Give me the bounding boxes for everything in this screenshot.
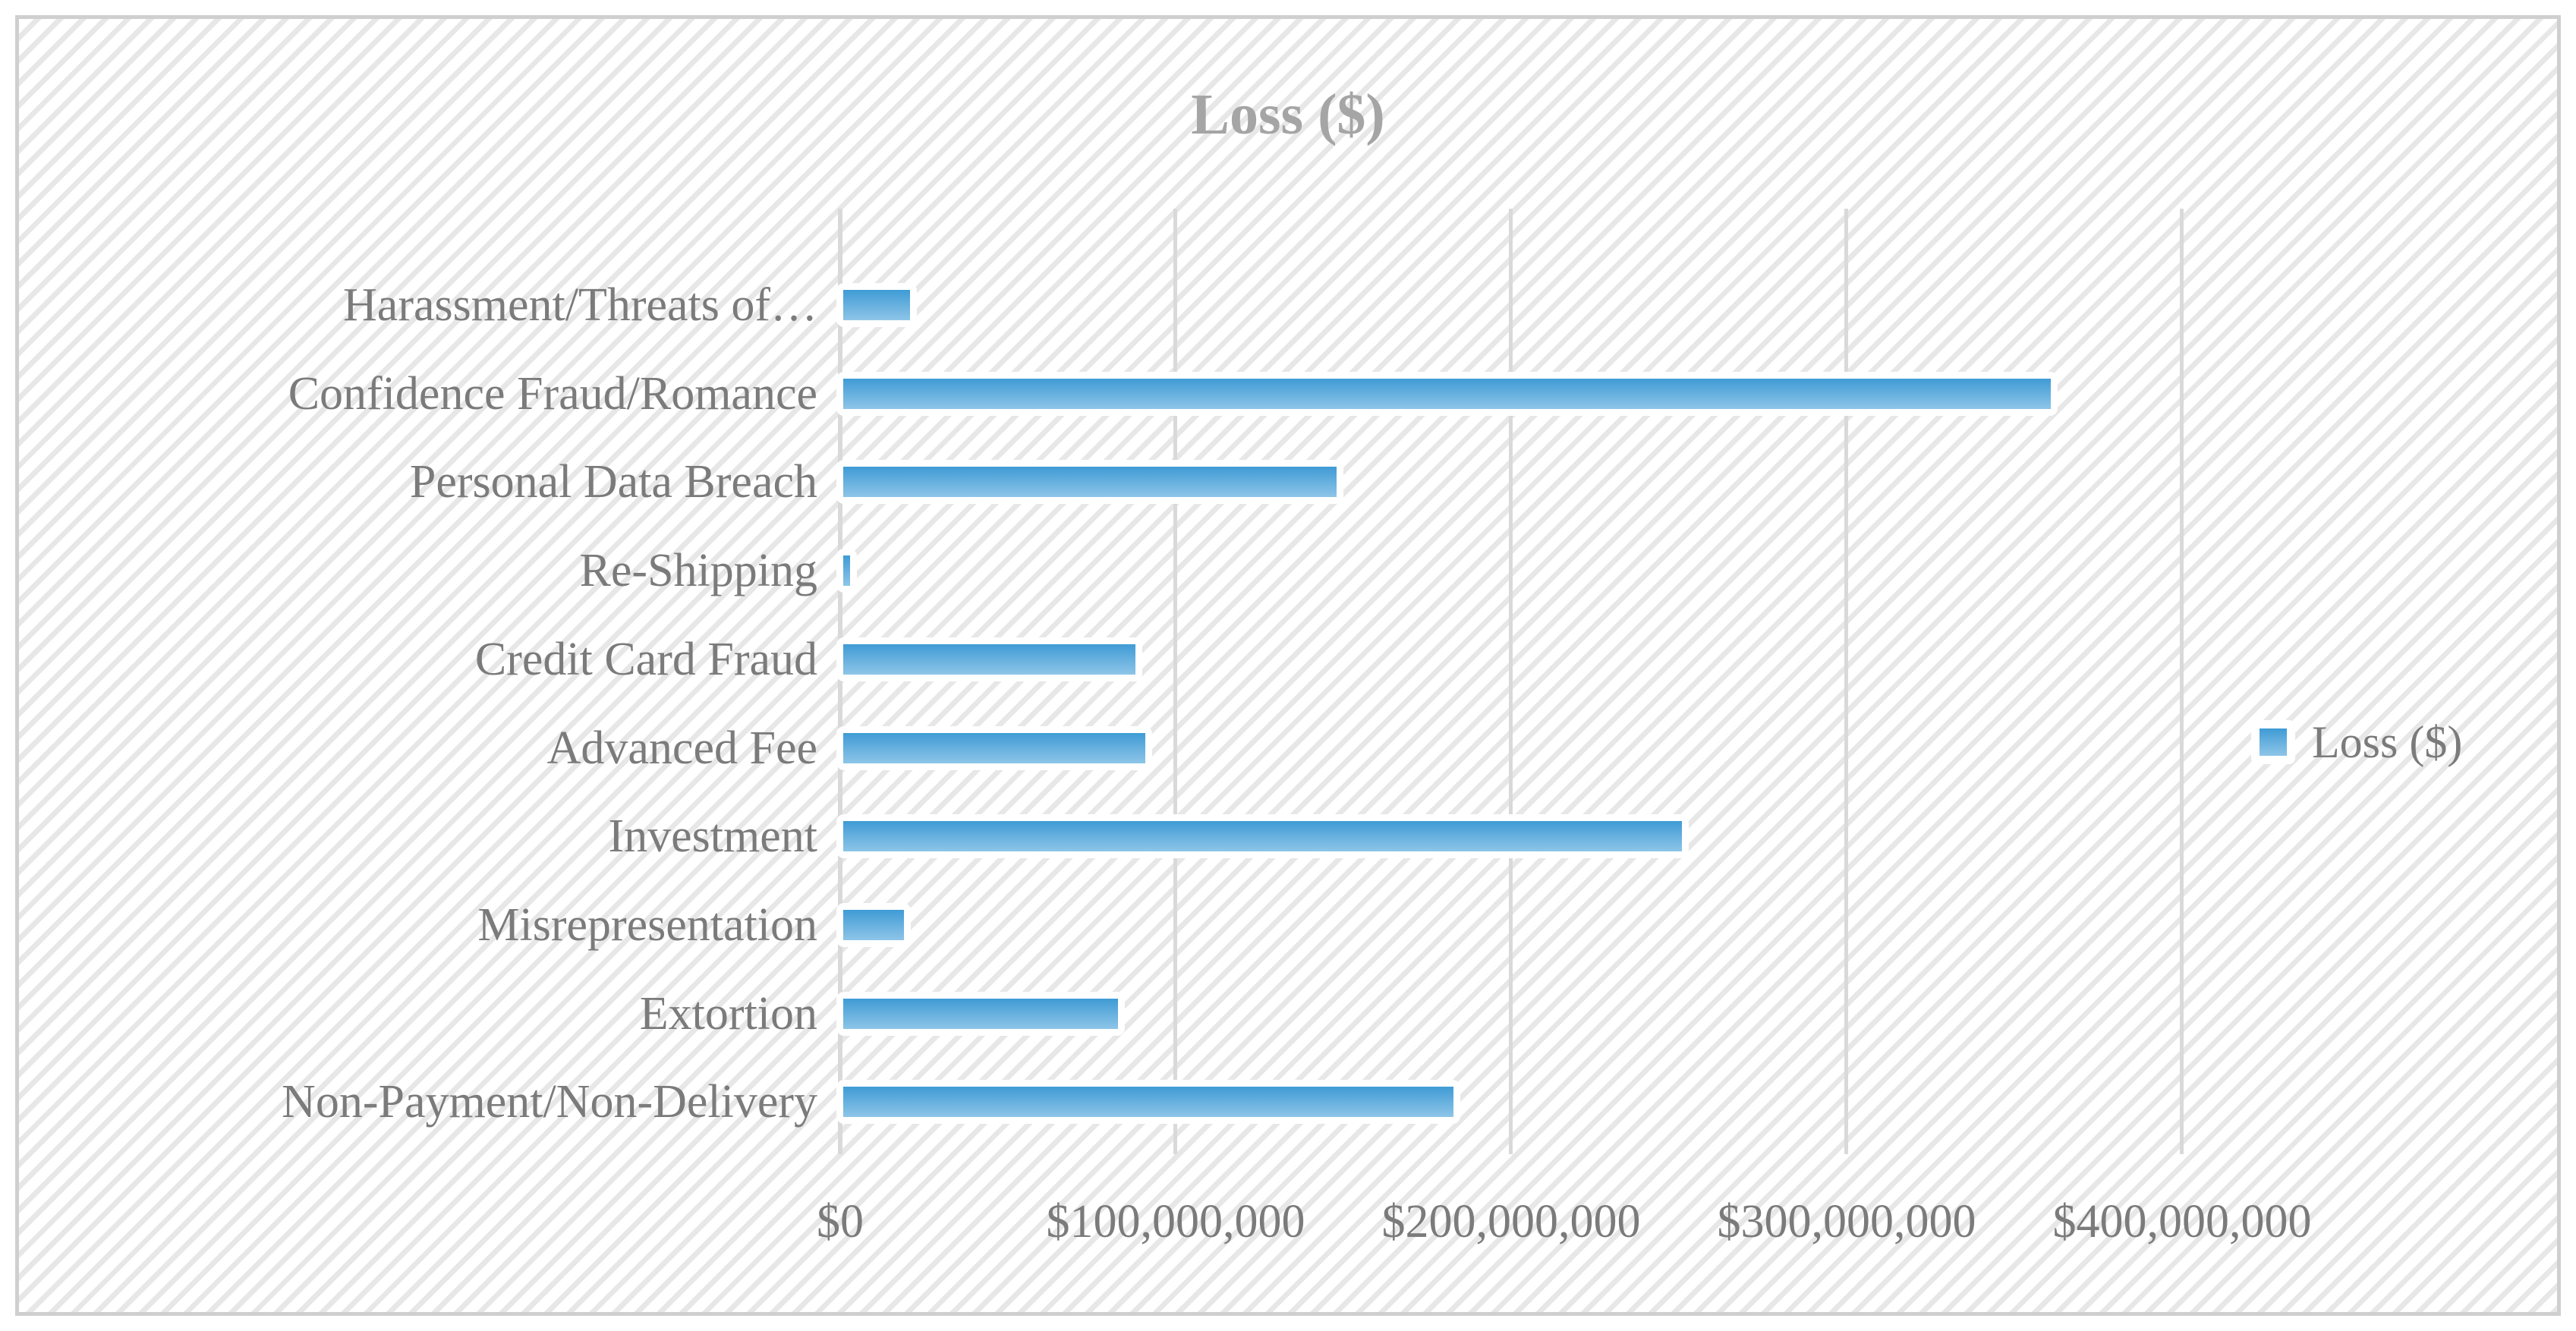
loss-bar [836,549,857,593]
category-label: Personal Data Breach [409,456,817,508]
category-label: Credit Card Fraud [474,633,817,685]
loss-bar-fill [843,1087,1454,1118]
category-label: Extortion [639,987,817,1040]
loss-bar [836,902,911,947]
legend-marker-shell [2251,720,2295,764]
loss-bar [836,1080,1461,1125]
loss-bar-fill [843,643,1135,675]
loss-bar [836,814,1689,859]
loss-bar-fill [843,290,911,320]
gridline [1844,209,1848,1154]
category-label: Investment [608,810,818,863]
category-label: Confidence Fraud/Romance [288,367,817,420]
loss-bar [836,283,918,327]
loss-bar-fill [843,378,2052,409]
gridline [1173,209,1177,1154]
x-tick-label: $200,000,000 [1381,1196,1641,1248]
loss-bar-fill [843,467,1337,498]
loss-bar [836,371,2058,416]
category-label: Re-Shipping [579,545,817,597]
chart-title: Loss ($) [1191,83,1385,146]
legend: Loss ($) [2251,719,2462,765]
loss-bar-fill [843,821,1682,852]
value-axis-line [838,209,842,1154]
loss-bar [836,637,1142,681]
legend-marker-icon [2260,728,2287,756]
gridline [2180,209,2184,1154]
loss-bar [836,991,1126,1036]
x-tick-label: $400,000,000 [2052,1196,2312,1248]
x-tick-label: $300,000,000 [1717,1196,1976,1248]
gridline [1509,209,1513,1154]
x-tick-label: $100,000,000 [1046,1196,1305,1248]
loss-bar-fill [843,732,1145,763]
loss-bar-fill [843,998,1119,1029]
category-label: Non-Payment/Non-Delivery [282,1076,817,1128]
x-tick-label: $0 [817,1196,864,1248]
loss-bar-fill [843,555,850,587]
loss-bar-fill [843,909,904,940]
category-label: Misrepresentation [477,898,817,951]
chart-frame: Loss ($) Loss ($) Harassment/Threats of…… [15,15,2561,1316]
legend-label: Loss ($) [2312,717,2463,767]
loss-bar [836,725,1152,770]
loss-bar [836,460,1343,505]
category-label: Harassment/Threats of… [343,279,817,331]
category-label: Advanced Fee [546,722,817,774]
